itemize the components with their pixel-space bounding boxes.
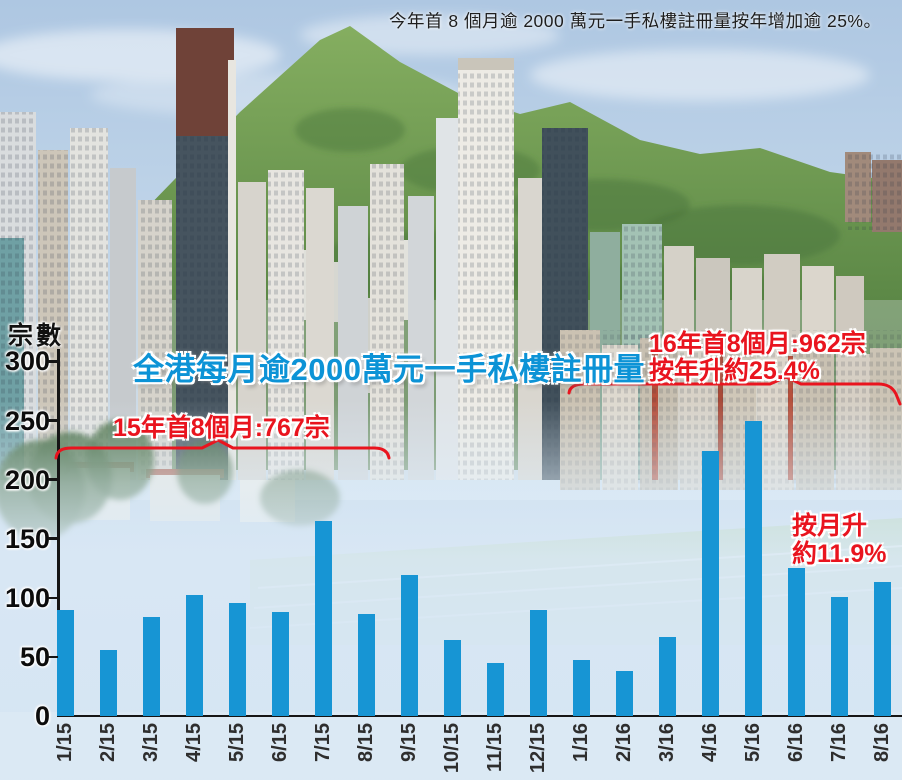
y-axis-tick (48, 596, 58, 600)
y-axis-tick (48, 478, 58, 481)
bar-12/15 (529, 609, 547, 716)
y-axis-tick (48, 360, 58, 363)
bar-2/16 (615, 671, 633, 716)
y-axis-line (57, 349, 60, 716)
bar-10/15 (443, 640, 461, 716)
bar-1/15 (56, 609, 74, 716)
x-axis-label-7/16: 7/16 (828, 723, 850, 762)
bar-3/16 (658, 636, 676, 716)
annotation-2015-total: 15年首8個月:767宗 (113, 414, 330, 442)
x-axis-label-4/15: 4/15 (183, 723, 205, 762)
bar-7/15 (314, 520, 332, 716)
x-axis-label-11/15: 11/15 (484, 723, 506, 772)
bar-6/15 (271, 611, 289, 716)
x-axis-label-1/15: 1/15 (54, 723, 76, 762)
x-axis-label-1/16: 1/16 (570, 723, 592, 762)
y-axis-tick (48, 419, 58, 422)
bar-5/15 (228, 602, 246, 716)
x-axis-label-6/16: 6/16 (785, 723, 807, 762)
x-axis-label-7/15: 7/15 (312, 723, 334, 762)
bar-5/16 (744, 420, 762, 716)
annotation-mom-line1: 按月升 (792, 512, 868, 540)
bar-7/16 (830, 596, 848, 716)
x-axis-label-8/15: 8/15 (355, 723, 377, 762)
x-axis-label-3/16: 3/16 (656, 723, 678, 762)
x-axis-label-10/15: 10/15 (441, 723, 463, 774)
bar-2/15 (99, 649, 117, 716)
annotation-month-on-month: 按月升 約11.9% (792, 512, 887, 568)
chart-title: 全港每月逾2000萬元一手私樓註冊量 (133, 352, 645, 387)
annotation-2016-total: 16年首8個月:962宗 按年升約25.4% (649, 331, 866, 384)
bar-3/15 (142, 616, 160, 716)
bar-6/16 (787, 568, 805, 716)
x-axis-label-2/16: 2/16 (613, 723, 635, 762)
y-axis-tick-label-300: 300 (4, 346, 50, 377)
bar-4/15 (185, 595, 203, 716)
y-axis-title: 宗數 (8, 322, 65, 350)
annotation-2016-line2: 按年升約25.4% (649, 356, 820, 385)
x-axis-label-8/16: 8/16 (871, 723, 893, 762)
x-axis-line (57, 714, 902, 717)
x-axis-label-9/15: 9/15 (398, 723, 420, 762)
y-axis-tick-label-50: 50 (19, 641, 50, 672)
bar-11/15 (486, 662, 504, 716)
x-axis-label-5/15: 5/15 (226, 723, 248, 762)
x-axis-label-6/15: 6/15 (269, 723, 291, 762)
x-axis-label-12/15: 12/15 (527, 723, 549, 774)
bar-8/16 (873, 582, 891, 716)
bar-9/15 (400, 575, 418, 716)
annotation-mom-line2: 約11.9% (792, 539, 887, 568)
y-axis-tick-label-100: 100 (4, 582, 50, 613)
y-axis-tick-label-250: 250 (4, 405, 50, 436)
y-axis-tick-label-200: 200 (4, 464, 50, 495)
x-axis-label-2/15: 2/15 (97, 723, 119, 762)
y-axis-tick (48, 655, 58, 659)
y-axis-tick-label-150: 150 (4, 523, 50, 554)
bar-4/16 (701, 451, 719, 716)
top-caption: 今年首 8 個月逾 2000 萬元一手私樓註冊量按年增加逾 25%。 (389, 11, 882, 31)
x-axis-label-3/15: 3/15 (140, 723, 162, 762)
y-axis-tick-label-0: 0 (34, 701, 50, 731)
x-axis-label-4/16: 4/16 (699, 723, 721, 762)
x-axis-label-5/16: 5/16 (742, 723, 764, 762)
annotation-2016-line1: 16年首8個月:962宗 (649, 330, 866, 358)
bar-1/16 (572, 660, 590, 716)
y-axis-tick (48, 537, 58, 540)
bar-8/15 (357, 614, 375, 716)
